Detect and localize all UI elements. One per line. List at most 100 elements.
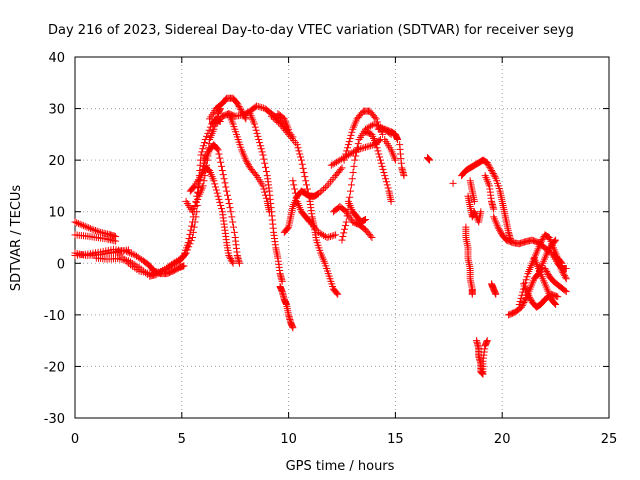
series-arc-24 [361, 128, 395, 205]
data-point [271, 115, 279, 123]
data-point [299, 164, 307, 172]
data-point [229, 218, 237, 226]
data-point [360, 216, 368, 224]
series-arc-23 [344, 197, 369, 226]
data-point [561, 273, 569, 281]
data-point [289, 177, 297, 185]
data-point [348, 128, 356, 136]
series-arc-30 [458, 156, 515, 244]
data-point [348, 175, 356, 183]
data-point [227, 256, 235, 264]
series-arc-02 [71, 231, 120, 245]
data-point [372, 115, 380, 123]
data-point [490, 171, 498, 179]
data-point [214, 146, 222, 154]
data-point [217, 202, 225, 210]
data-point [274, 118, 282, 126]
data-point [367, 232, 375, 240]
data-point [325, 233, 333, 241]
data-point [179, 253, 187, 261]
data-point [360, 144, 368, 152]
data-point [468, 290, 476, 298]
data-point [188, 218, 196, 226]
data-point [341, 225, 349, 233]
series-arc-40 [520, 280, 562, 311]
x-tick-label: 25 [601, 432, 618, 447]
data-point [235, 103, 243, 111]
data-point [523, 273, 531, 281]
data-point [295, 147, 303, 155]
data-point [382, 178, 390, 186]
data-point [220, 175, 228, 183]
data-point [551, 252, 559, 260]
data-point [252, 126, 260, 134]
data-point [244, 161, 252, 169]
data-point [188, 222, 196, 230]
data-point [216, 154, 224, 162]
y-axis: -30 -20 -10 0 10 20 30 40 [44, 51, 609, 427]
data-point [330, 231, 338, 239]
data-point [253, 129, 261, 137]
series-arc-28 [423, 154, 434, 164]
data-point [496, 228, 504, 236]
data-point [292, 193, 300, 201]
data-point [518, 302, 526, 310]
data-point [197, 172, 205, 180]
data-point [200, 139, 208, 147]
data-point [251, 170, 259, 178]
data-point [93, 227, 101, 235]
data-point [244, 159, 252, 167]
data-point [251, 123, 259, 131]
data-point [226, 253, 234, 261]
data-point [218, 205, 226, 213]
series-arc-16 [276, 282, 297, 332]
data-point [210, 177, 218, 185]
data-point [199, 145, 207, 153]
data-point [346, 193, 354, 201]
data-point [484, 160, 492, 168]
data-point [256, 139, 264, 147]
data-point [224, 195, 232, 203]
data-point [351, 156, 359, 164]
data-point [229, 259, 237, 267]
data-point [543, 249, 551, 257]
data-point [353, 146, 361, 154]
series-arc-15 [274, 110, 293, 133]
data-point [487, 165, 495, 173]
data-point [233, 99, 241, 107]
data-point [200, 142, 208, 150]
data-point [321, 183, 329, 191]
data-point [488, 166, 496, 174]
data-point [261, 159, 269, 167]
data-point [124, 248, 132, 256]
data-point [256, 103, 264, 111]
data-point [242, 156, 250, 164]
series-arc-35 [481, 172, 498, 213]
data-point [316, 188, 324, 196]
data-point [372, 141, 380, 149]
series-arc-10 [206, 94, 250, 123]
series-arc-12 [225, 110, 273, 216]
data-point [278, 277, 286, 285]
data-point [522, 276, 530, 284]
x-axis: 0 5 10 15 20 25 [71, 57, 617, 447]
data-point [298, 160, 306, 168]
data-point [380, 169, 388, 177]
data-point [518, 291, 526, 299]
data-point [562, 275, 570, 283]
data-point [470, 197, 478, 205]
data-point [333, 289, 341, 297]
data-point [184, 239, 192, 247]
data-point [526, 293, 534, 301]
data-point [81, 222, 89, 230]
data-point [351, 147, 359, 155]
data-point [342, 218, 350, 226]
data-point [394, 136, 402, 144]
data-point [88, 225, 96, 233]
data-point [74, 219, 82, 227]
series-arc-42 [541, 264, 570, 296]
data-point [559, 269, 567, 277]
data-point [326, 232, 334, 240]
data-point [495, 225, 503, 233]
data-point [554, 293, 562, 301]
